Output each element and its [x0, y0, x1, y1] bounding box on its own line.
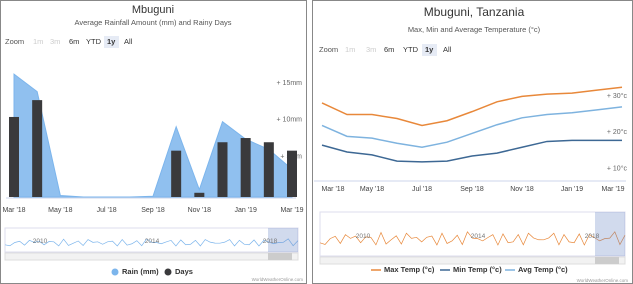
zoom-button[interactable]: 1y: [107, 37, 116, 46]
credit: WorldWeatherOnline.com: [577, 278, 629, 283]
x-tick-label: Mar '18: [2, 207, 25, 214]
x-tick-label: Mar '19: [601, 186, 624, 193]
days-bar: [171, 150, 182, 197]
y-tick-label: + 20°c: [607, 128, 628, 136]
days-bar: [32, 100, 43, 197]
navigator: [4, 227, 299, 253]
zoom-button: 1m: [33, 37, 43, 46]
x-tick-label: Jan '19: [561, 186, 583, 193]
temp-line: [321, 86, 623, 127]
chart-subtitle: Max, Min and Average Temperature (°c): [408, 25, 541, 34]
navigator-label: 2010: [33, 238, 48, 245]
zoom-button[interactable]: YTD: [403, 45, 419, 54]
zoom-button[interactable]: YTD: [86, 37, 102, 46]
legend-label[interactable]: Days: [175, 267, 193, 276]
navigator-label: 2010: [356, 233, 371, 240]
chart-title: Mbuguni, Tanzania: [424, 5, 525, 19]
x-tick-label: Nov '18: [188, 207, 212, 214]
days-bar: [194, 192, 205, 197]
navigator-label: 2018: [585, 233, 600, 240]
legend-symbol[interactable]: [164, 268, 172, 276]
navigator-series: [319, 231, 626, 246]
x-tick-label: Jul '18: [97, 207, 117, 214]
scrollbar[interactable]: [319, 256, 626, 265]
chart-title: Mbuguni: [132, 4, 174, 16]
navigator-series: [4, 238, 299, 247]
zoom-button-bg[interactable]: [104, 36, 119, 48]
days-bar: [217, 142, 228, 197]
zoom-button[interactable]: 6m: [69, 37, 79, 46]
chart-subtitle: Average Rainfall Amount (mm) and Rainy D…: [74, 18, 231, 27]
legend-symbol[interactable]: [111, 268, 119, 276]
x-tick-label: Jul '18: [412, 186, 432, 193]
navigator-label: 2014: [145, 238, 160, 245]
zoom-button: 1m: [345, 45, 355, 54]
days-bar: [240, 138, 251, 197]
x-tick-label: Nov '18: [510, 186, 534, 193]
zoom-button-bg[interactable]: [422, 44, 437, 56]
x-tick-label: Sep '18: [141, 207, 165, 214]
zoom-label: Zoom: [319, 45, 338, 54]
navigator-handle[interactable]: [268, 228, 298, 252]
zoom-button[interactable]: All: [124, 37, 133, 46]
y-tick-label: + 15mm: [277, 80, 303, 87]
zoom-label: Zoom: [5, 37, 24, 46]
navigator-label: 2018: [263, 238, 278, 245]
scrollbar-thumb[interactable]: [595, 257, 619, 264]
zoom-button[interactable]: All: [443, 45, 452, 54]
y-tick-label: + 30°c: [607, 92, 628, 100]
scrollbar[interactable]: [4, 252, 299, 261]
days-bar: [263, 142, 274, 197]
legend-label[interactable]: Avg Temp (°c): [518, 265, 568, 274]
scrollbar-thumb[interactable]: [268, 253, 292, 260]
zoom-button: 3m: [50, 37, 60, 46]
credit: WorldWeatherOnline.com: [252, 277, 304, 282]
days-bar: [9, 116, 19, 197]
legend-label[interactable]: Min Temp (°c): [453, 265, 502, 274]
legend-label[interactable]: Rain (mm): [122, 267, 159, 276]
y-tick-label: + 10mm: [277, 117, 303, 124]
x-tick-label: Jan '19: [234, 207, 256, 214]
temp-line: [321, 106, 623, 149]
zoom-button: 3m: [366, 45, 376, 54]
days-bar: [287, 150, 297, 197]
x-tick-label: Sep '18: [460, 186, 484, 193]
zoom-button[interactable]: 1y: [425, 45, 434, 54]
x-tick-label: May '18: [48, 207, 72, 214]
zoom-button[interactable]: 6m: [384, 45, 394, 54]
x-tick-label: Mar '19: [280, 207, 303, 214]
x-tick-label: May '18: [360, 186, 384, 193]
temp-line: [321, 139, 622, 163]
navigator-handle[interactable]: [595, 212, 625, 256]
legend-label[interactable]: Max Temp (°c): [384, 265, 435, 274]
navigator: [319, 211, 626, 257]
x-tick-label: Mar '18: [321, 186, 344, 193]
y-tick-label: + 10°c: [607, 165, 628, 173]
navigator-label: 2014: [471, 233, 486, 240]
